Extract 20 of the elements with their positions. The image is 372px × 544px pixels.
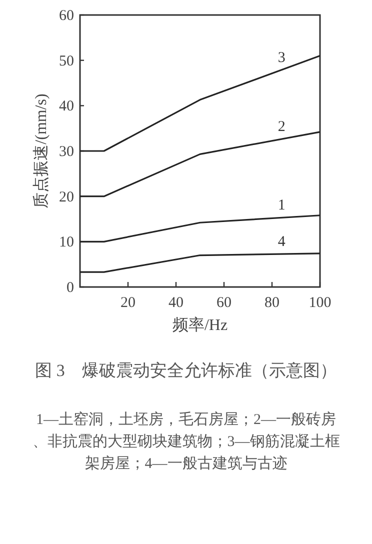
text: 1—土窑洞，土坯房，毛石房屋；2—一般砖房、非抗震的大型砌块建筑物；3—钢筋混凝土框架房屋；4—一般古建筑与古迹 [32, 411, 340, 472]
x-axis-title: 频率/Hz [172, 316, 228, 334]
y-tick-label: 60 [59, 8, 74, 24]
x-tick-label: 100 [308, 295, 332, 311]
y-tick-label: 30 [59, 144, 74, 160]
series-label: 4 [278, 234, 286, 250]
y-tick-label: 20 [59, 189, 74, 206]
y-tick-label: 10 [59, 234, 74, 251]
y-tick-label: 40 [59, 98, 74, 115]
text: 图 3 爆破震动安全允许标准（示意图） [35, 361, 337, 380]
x-tick-label: 80 [264, 295, 280, 311]
x-tick-label: 40 [168, 295, 184, 311]
series-label: 1 [278, 198, 286, 214]
x-tick-label: 20 [120, 295, 136, 311]
series-label: 2 [278, 119, 286, 136]
y-tick-label: 0 [66, 280, 74, 296]
x-tick-label: 60 [216, 295, 232, 311]
y-tick-label: 50 [59, 53, 74, 70]
y-axis-title: 质点振速/(mm/s) [32, 94, 50, 208]
series-label: 3 [278, 50, 286, 66]
